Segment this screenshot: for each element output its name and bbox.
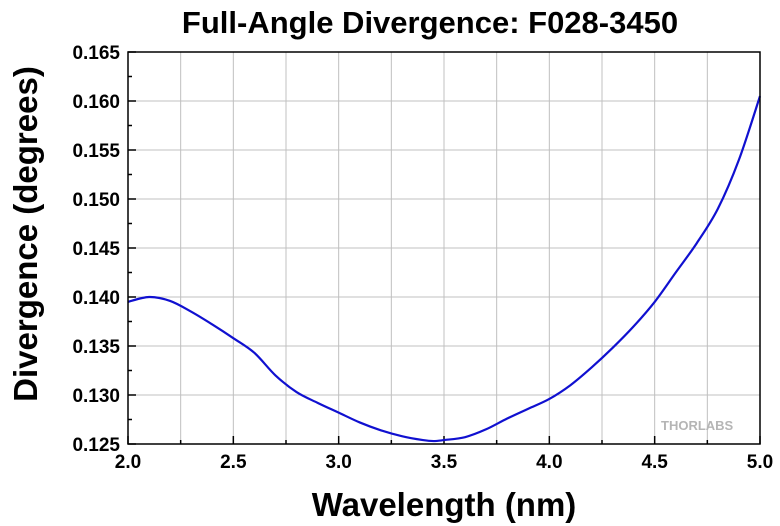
x-tick-label: 3.5 [431, 452, 458, 473]
plot-frame [127, 51, 761, 445]
y-tick-label: 0.150 [72, 190, 120, 211]
y-tick-label: 0.155 [72, 141, 120, 162]
y-tick-label: 0.165 [72, 43, 120, 64]
x-tick-label: 2.5 [220, 452, 247, 473]
series-line-divergence [127, 95, 762, 443]
series-group [127, 95, 762, 443]
grid-lines [128, 52, 760, 444]
x-tick-label: 5.0 [747, 452, 773, 473]
thorlabs-logo: THORLABS [661, 418, 734, 433]
y-tick-labels: 0.125 0.130 0.135 0.140 0.145 0.150 0.155 0.160… [72, 43, 120, 456]
y-tick-label: 0.160 [72, 92, 120, 113]
y-tick-label: 0.145 [72, 239, 120, 260]
x-axis-title: Wavelength (nm) [312, 486, 577, 523]
y-axis-title: Divergence (degrees) [7, 66, 44, 402]
x-tick-label: 2.0 [115, 452, 141, 473]
y-tick-label: 0.125 [72, 435, 120, 456]
x-tick-label: 3.0 [325, 452, 351, 473]
x-tick-label: 4.5 [641, 452, 668, 473]
chart-title: Full-Angle Divergence: F028-3450 [182, 5, 678, 40]
x-tick-label: 4.0 [536, 452, 562, 473]
y-tick-label: 0.135 [72, 337, 120, 358]
y-tick-label: 0.140 [72, 288, 120, 309]
y-tick-label: 0.130 [72, 386, 120, 407]
x-tick-labels: 2.0 2.5 3.0 3.5 4.0 4.5 5.0 [115, 452, 773, 473]
